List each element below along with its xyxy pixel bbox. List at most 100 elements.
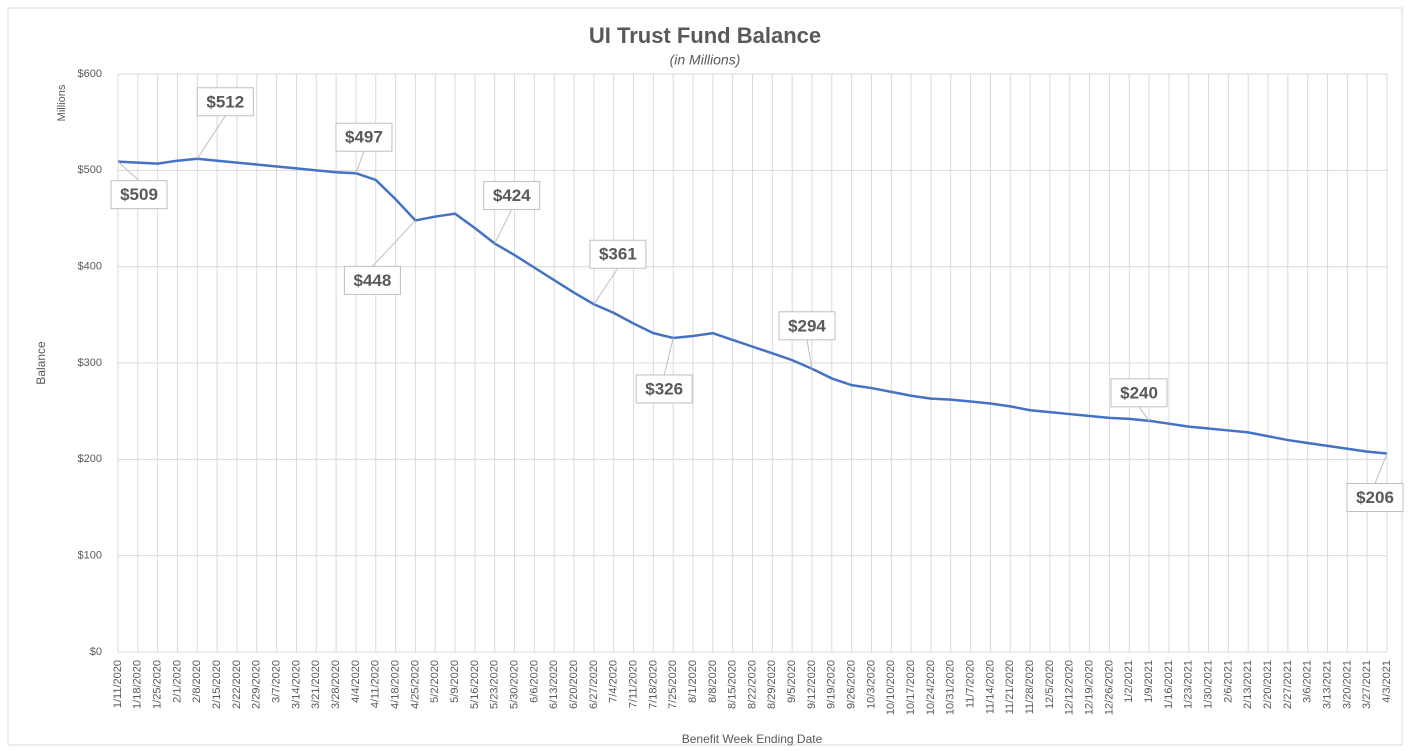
x-tick-label: 5/9/2020: [449, 660, 461, 703]
data-label: $448: [354, 271, 392, 290]
data-label: $326: [645, 379, 683, 398]
x-tick-label: 7/4/2020: [608, 660, 620, 703]
y-tick-label: $400: [78, 261, 102, 273]
x-tick-label: 12/5/2020: [1044, 660, 1056, 709]
data-label: $512: [206, 92, 244, 111]
x-tick-label: 3/21/2020: [310, 660, 322, 709]
x-tick-label: 10/31/2020: [945, 660, 957, 715]
x-tick-label: 3/6/2021: [1302, 660, 1314, 703]
x-tick-label: 12/26/2020: [1103, 660, 1115, 715]
x-tick-label: 5/30/2020: [508, 660, 520, 709]
y-unit-label: Millions: [56, 84, 68, 121]
x-tick-label: 7/11/2020: [627, 660, 639, 708]
x-tick-label: 4/25/2020: [409, 660, 421, 709]
x-tick-label: 2/13/2021: [1242, 660, 1254, 709]
x-tick-label: 3/28/2020: [330, 660, 342, 709]
x-tick-label: 6/6/2020: [528, 660, 540, 703]
data-label: $509: [120, 185, 158, 204]
x-tick-label: 3/7/2020: [271, 660, 283, 703]
callout-box: [110, 180, 168, 210]
callout-pointer: [806, 339, 813, 369]
x-tick-label: 4/3/2021: [1381, 660, 1393, 703]
callout-box: [1110, 378, 1168, 408]
x-tick-label: 11/28/2020: [1024, 660, 1036, 714]
callout-box: [635, 374, 693, 404]
x-tick-label: 6/13/2020: [548, 660, 560, 709]
x-tick-label: 9/12/2020: [806, 660, 818, 709]
x-tick-label: 8/1/2020: [687, 660, 699, 703]
x-tick-label: 9/26/2020: [846, 660, 858, 709]
x-tick-label: 6/27/2020: [588, 660, 600, 709]
callout-pointer: [663, 337, 674, 376]
data-label: $361: [599, 245, 637, 264]
x-tick-label: 2/22/2020: [231, 660, 243, 709]
x-tick-label: 2/1/2020: [171, 660, 183, 703]
x-tick-label: 2/27/2021: [1282, 660, 1294, 709]
x-tick-label: 3/27/2021: [1361, 660, 1373, 709]
x-tick-label: 8/8/2020: [707, 660, 719, 703]
x-tick-label: 11/21/2020: [1004, 660, 1016, 714]
x-tick-label: 2/6/2021: [1222, 660, 1234, 703]
x-tick-label: 5/16/2020: [469, 660, 481, 709]
data-label: $497: [345, 128, 383, 147]
x-tick-label: 10/10/2020: [885, 660, 897, 715]
y-tick-label: $100: [78, 550, 102, 562]
x-tick-label: 11/7/2020: [965, 660, 977, 708]
y-tick-label: $200: [78, 453, 102, 465]
x-tick-label: 10/3/2020: [865, 660, 877, 709]
x-axis-label: Benefit Week Ending Date: [682, 732, 823, 746]
callout-box: [483, 181, 541, 211]
x-tick-label: 1/23/2021: [1183, 660, 1195, 709]
callout-pointer: [494, 209, 513, 244]
data-label: $206: [1356, 488, 1394, 507]
series-line: [117, 157, 1388, 455]
x-tick-label: 3/14/2020: [290, 660, 302, 709]
x-tick-label: 9/19/2020: [826, 660, 838, 709]
x-tick-label: 12/12/2020: [1064, 660, 1076, 715]
data-label: $240: [1120, 383, 1158, 402]
callout-box: [778, 311, 836, 341]
chart-subtitle: (in Millions): [670, 52, 741, 68]
x-tick-label: 8/22/2020: [746, 660, 758, 709]
x-tick-label: 6/20/2020: [568, 660, 580, 709]
x-tick-label: 7/25/2020: [667, 660, 679, 709]
y-tick-label: $0: [90, 646, 102, 658]
x-tick-label: 1/18/2020: [132, 660, 144, 709]
y-tick-label: $600: [78, 68, 102, 80]
callout-box: [343, 265, 401, 295]
x-tick-label: 1/25/2020: [152, 660, 164, 709]
x-tick-label: 5/2/2020: [429, 660, 441, 703]
x-tick-label: 5/23/2020: [489, 660, 501, 709]
x-tick-label: 10/17/2020: [905, 660, 917, 715]
x-tick-label: 3/20/2021: [1341, 660, 1353, 709]
x-tick-label: 1/30/2021: [1202, 660, 1214, 709]
callout-pointer: [372, 220, 416, 267]
x-tick-label: 12/19/2020: [1083, 660, 1095, 715]
callout-pointer: [1138, 406, 1150, 422]
x-tick-label: 3/13/2021: [1321, 660, 1333, 709]
callout-pointer: [117, 161, 140, 182]
callout-pointer: [1374, 453, 1388, 484]
callout-box: [1346, 483, 1404, 513]
x-tick-label: 8/15/2020: [727, 660, 739, 709]
callout-pointer: [593, 267, 619, 305]
x-tick-label: 10/24/2020: [925, 660, 937, 715]
x-tick-label: 8/29/2020: [766, 660, 778, 709]
data-label: $424: [493, 186, 531, 205]
x-tick-label: 2/15/2020: [211, 660, 223, 709]
x-tick-label: 1/9/2021: [1143, 660, 1155, 703]
x-tick-label: 4/4/2020: [350, 660, 362, 703]
x-tick-label: 1/11/2020: [112, 660, 124, 708]
callout-pointer: [196, 115, 226, 160]
chart-border: [7, 7, 1403, 746]
callout-box: [335, 122, 393, 152]
x-tick-label: 11/14/2020: [984, 660, 996, 714]
data-label: $294: [788, 316, 826, 335]
y-tick-label: $300: [78, 357, 102, 369]
x-tick-label: 7/18/2020: [647, 660, 659, 709]
callout-pointer: [355, 151, 365, 174]
y-tick-label: $500: [78, 164, 102, 176]
x-tick-label: 9/5/2020: [786, 660, 798, 703]
x-tick-label: 4/11/2020: [370, 660, 382, 708]
